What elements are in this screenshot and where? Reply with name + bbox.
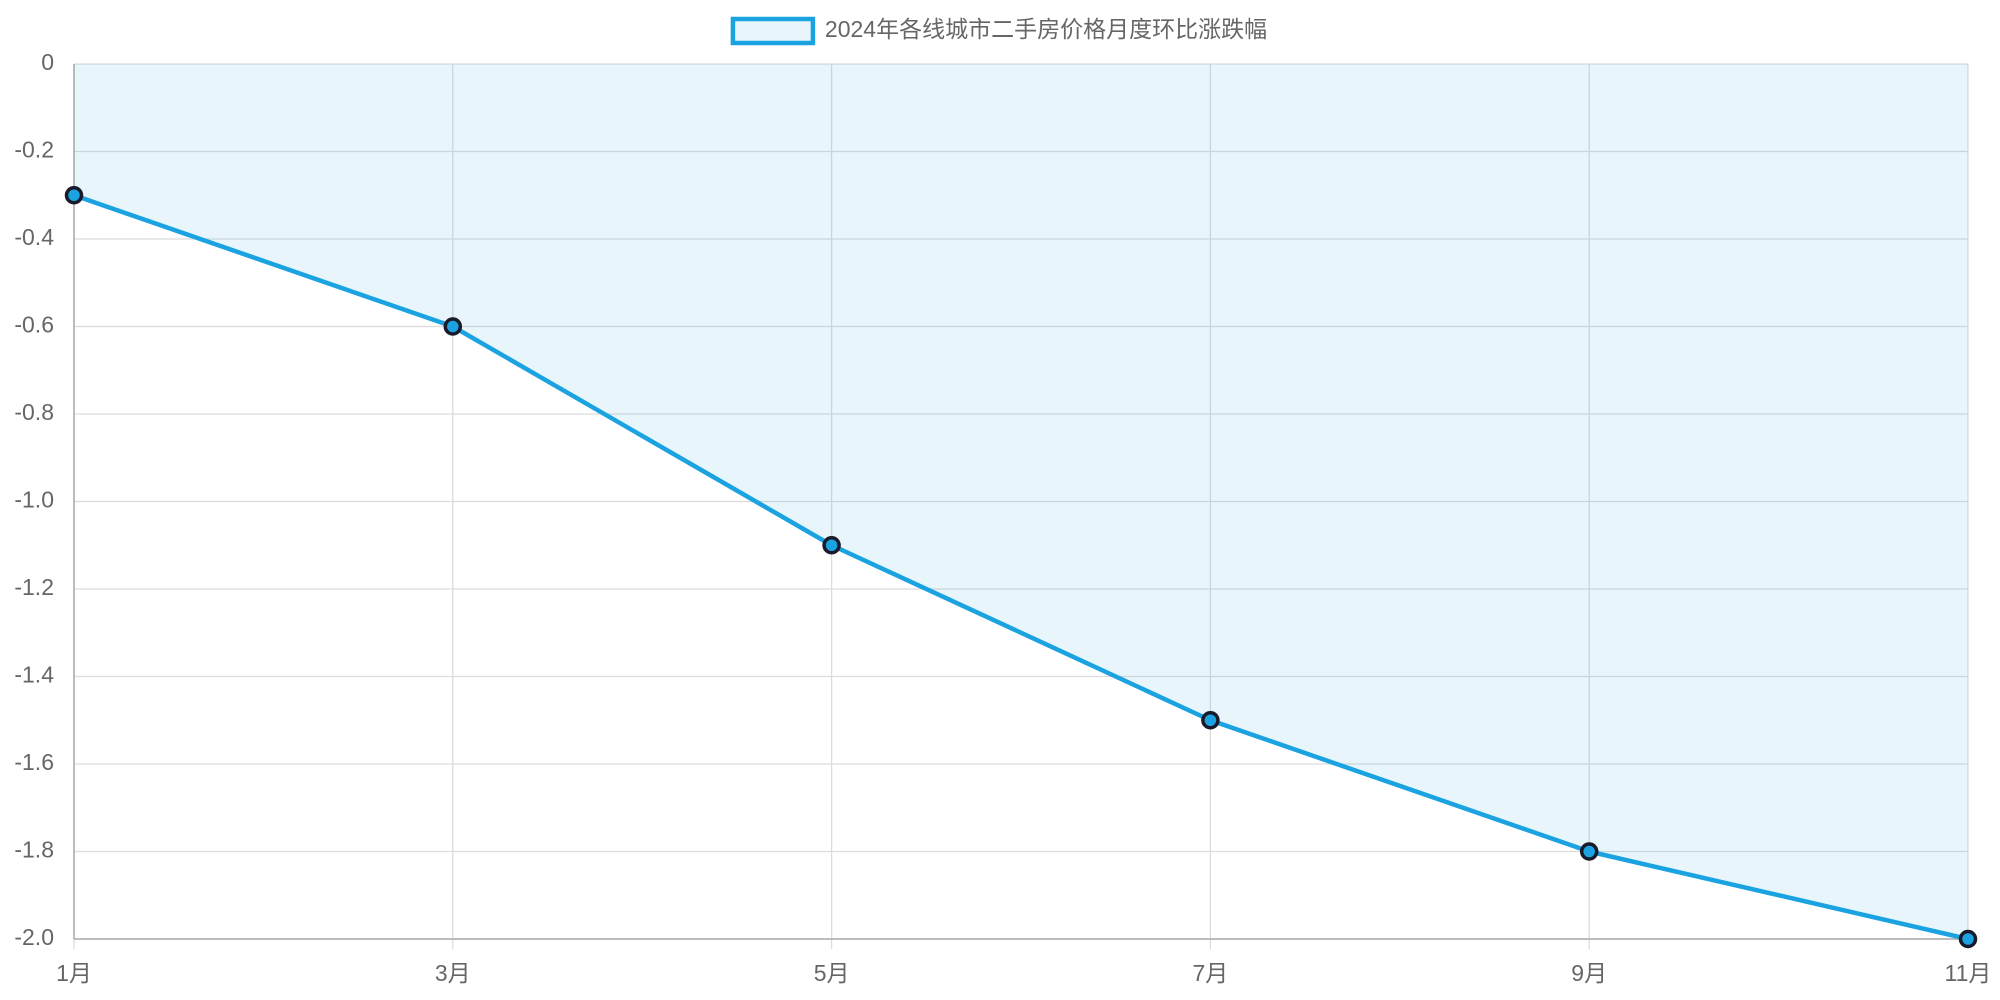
x-tick-label: 9月	[1571, 960, 1607, 986]
line	[73, 193, 1969, 942]
x-tick-label: 1月	[56, 960, 92, 986]
y-tick-label: -1.6	[14, 749, 54, 775]
y-tick-label: -1.2	[14, 574, 54, 600]
y-tick-label: -0.8	[14, 399, 54, 425]
x-tick-label: 3月	[435, 960, 471, 986]
x-tick-label: 5月	[814, 960, 850, 986]
point	[64, 186, 84, 205]
x-tick-label: 11月	[1945, 960, 1992, 986]
y-tick-label: -1.4	[14, 662, 54, 688]
legend-label: 2024年各线城市二手房价格月度环比涨跌幅	[825, 16, 1267, 42]
y-tick-label: -0.2	[14, 137, 54, 163]
y-tick-label: -0.6	[14, 312, 54, 338]
y-tick-label: -1.0	[14, 487, 54, 513]
point	[1958, 929, 1978, 949]
point	[1201, 711, 1220, 730]
y-tick-label: 0	[41, 49, 54, 75]
x-tick-label: 7月	[1193, 960, 1229, 986]
area-fill	[74, 64, 1968, 939]
point	[443, 317, 463, 336]
legend-swatch	[730, 16, 816, 46]
y-tick-label: -0.4	[14, 224, 54, 250]
y-tick-label: -2.0	[14, 924, 54, 950]
point	[1579, 842, 1599, 861]
point	[822, 536, 841, 555]
y-tick-label: -1.8	[14, 837, 54, 863]
